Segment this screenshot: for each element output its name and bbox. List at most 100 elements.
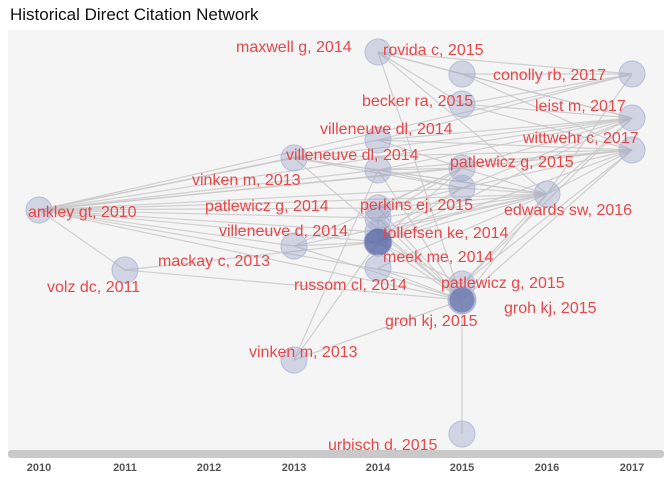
citation-edge [377, 241, 463, 285]
citation-edge [377, 117, 633, 141]
node-n5[interactable] [618, 104, 646, 132]
citation-edge [38, 139, 379, 211]
citation-edge [461, 149, 633, 301]
node-n1[interactable] [364, 38, 392, 66]
node-n18[interactable] [363, 227, 393, 257]
citation-edge [377, 193, 548, 219]
citation-edge [293, 149, 633, 159]
node-n13[interactable] [448, 174, 476, 202]
node-n23[interactable] [448, 286, 476, 314]
year-tick-label: 2017 [620, 462, 644, 474]
node-n2[interactable] [448, 60, 476, 88]
edges-layer [38, 51, 633, 434]
citation-edge [461, 149, 633, 285]
node-n11[interactable] [25, 196, 53, 224]
node-n17[interactable] [280, 232, 308, 260]
node-label-n12: patlewicz g, 2014 [205, 198, 329, 215]
citation-edge [461, 187, 548, 195]
citation-edge [461, 193, 548, 285]
year-tick-label: 2013 [282, 462, 306, 474]
citation-edge [377, 117, 633, 243]
citation-edge [38, 209, 379, 219]
node-n14[interactable] [533, 180, 561, 208]
citation-edge [377, 207, 463, 301]
citation-edge [38, 193, 548, 211]
citation-edge [461, 117, 633, 169]
node-n3[interactable] [618, 60, 646, 88]
labels-layer: maxwell g, 2014 rovida c, 2015 conolly rb,… [28, 39, 639, 454]
citation-edge [461, 149, 633, 189]
citation-edge [377, 169, 463, 189]
citation-edge [461, 73, 633, 151]
citation-edge [546, 149, 633, 195]
citation-edge [377, 149, 633, 243]
citation-edge [293, 193, 548, 247]
citation-edge [377, 167, 463, 219]
node-label-n2: rovida c, 2015 [383, 42, 484, 59]
node-label-n8: villeneuve dl, 2014 [286, 147, 419, 164]
citation-edge [38, 209, 379, 233]
node-label-n6: villeneuve dl, 2014 [320, 121, 453, 138]
citation-edge [461, 117, 633, 285]
citation-edge [461, 117, 633, 189]
citation-edge [377, 167, 463, 209]
node-label-n15: villeneuve d, 2014 [219, 223, 348, 240]
year-tick-label: 2014 [366, 462, 391, 474]
citation-edge [38, 207, 379, 211]
citation-edge [293, 241, 379, 361]
node-label-n11: ankley gt, 2010 [28, 204, 137, 221]
citation-edge [293, 299, 463, 361]
node-n22[interactable] [447, 285, 477, 315]
citation-edge [377, 169, 548, 195]
node-label-n19: volz dc, 2011 [47, 279, 140, 296]
node-n9[interactable] [448, 154, 476, 182]
citation-edge [377, 167, 463, 171]
node-n6[interactable] [364, 126, 392, 154]
citation-edge [377, 51, 463, 105]
citation-edge [377, 193, 548, 233]
node-n8[interactable] [364, 156, 392, 184]
citation-edge [377, 267, 463, 301]
year-tick-label: 2010 [27, 462, 51, 474]
node-n12[interactable] [364, 194, 392, 222]
citation-edge [546, 73, 633, 195]
citation-edge [377, 51, 633, 75]
node-label-n17: mackay c, 2013 [158, 253, 270, 270]
nodes-layer [25, 38, 646, 448]
citation-edge [546, 117, 633, 195]
citation-edge [377, 187, 463, 209]
node-label-n22: groh kj, 2015 [385, 313, 478, 330]
node-label-n23: groh kj, 2015 [504, 300, 597, 317]
citation-edge [38, 209, 295, 247]
node-label-n9: patlewicz g, 2015 [450, 154, 574, 171]
node-n19[interactable] [111, 256, 139, 284]
citation-edge [377, 241, 463, 301]
node-n25[interactable] [448, 420, 476, 448]
citation-edge [377, 167, 463, 243]
citation-edge [461, 167, 548, 195]
citation-edge [38, 209, 463, 285]
citation-edge [377, 51, 548, 195]
year-tick-label: 2012 [197, 462, 221, 474]
node-n24[interactable] [280, 346, 308, 374]
node-n20[interactable] [364, 254, 392, 282]
node-label-n20: russom cl, 2014 [294, 277, 407, 294]
node-n4[interactable] [448, 90, 476, 118]
node-label-n4: becker ra, 2015 [362, 93, 473, 110]
citation-edge [293, 169, 379, 361]
node-label-n1: maxwell g, 2014 [236, 39, 352, 56]
node-label-n25: urbisch d, 2015 [328, 437, 438, 454]
citation-edge [377, 193, 548, 269]
timeline-axis-bar [8, 450, 664, 458]
plot-panel [8, 30, 664, 452]
node-n7[interactable] [618, 136, 646, 164]
citation-edge [124, 269, 463, 301]
citation-edge [38, 209, 126, 271]
node-label-n7: wittwehr c, 2017 [522, 130, 639, 147]
node-label-n21: patlewicz g, 2015 [441, 275, 565, 292]
year-tick-label: 2011 [113, 462, 137, 474]
citation-edge [38, 209, 379, 243]
node-n10[interactable] [280, 144, 308, 172]
year-tick-label: 2015 [450, 462, 474, 474]
